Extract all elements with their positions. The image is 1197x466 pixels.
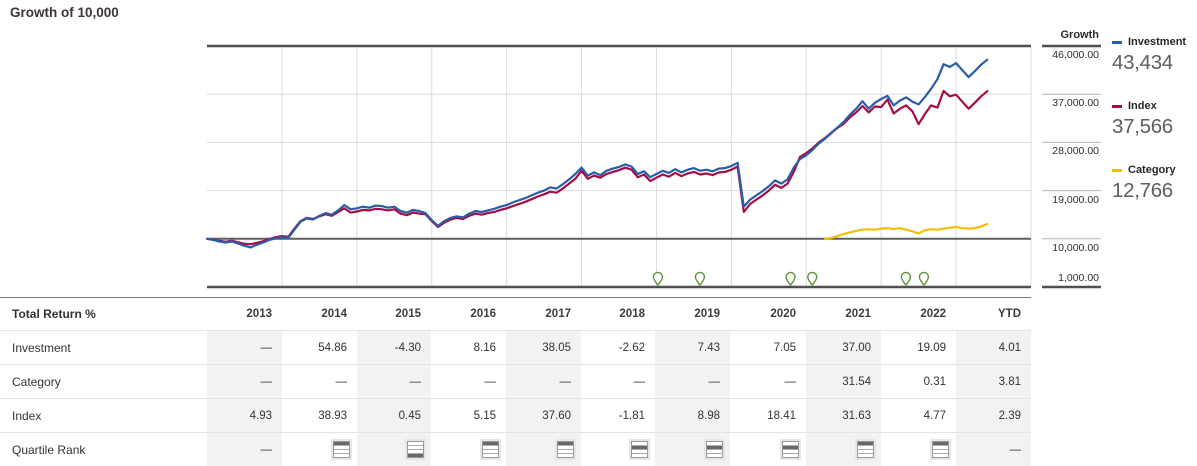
legend-entry-value: 12,766 (1112, 179, 1173, 202)
quartile-rank-icon (581, 432, 655, 466)
legend-entry-index[interactable]: Index 37,566 (1112, 100, 1197, 139)
row-label: Investment (0, 330, 207, 365)
year-column-header: 2015 (357, 297, 431, 331)
table-cell: 8.98 (655, 398, 730, 433)
category-line[interactable] (823, 222, 989, 240)
table-cell: — (207, 432, 282, 466)
table-title: Total Return % (0, 297, 207, 331)
total-return-table: Total Return % 2013 2014 2015 2016 2017 2018 20… (0, 297, 1031, 466)
table-cell: 18.41 (730, 398, 806, 433)
year-column-header: YTD (956, 297, 1031, 331)
table-cell: — (581, 364, 655, 399)
table-cell: 31.54 (806, 364, 881, 399)
table-cell: 37.00 (806, 330, 881, 365)
quartile-rank-icon (881, 432, 956, 466)
table-cell: -2.62 (581, 330, 655, 365)
year-column-header: 2021 (806, 297, 881, 331)
year-column-header: 2020 (730, 297, 806, 331)
table-row: Category — — — — — — — —31.54 0.31 3.81 (0, 364, 1031, 399)
table-cell: 38.05 (506, 330, 581, 365)
table-row: Index 4.93 38.93 0.45 5.15 37.60 -1.81 8.98 18.4… (0, 398, 1031, 433)
year-column-header: 2022 (881, 297, 956, 331)
table-cell: — (730, 364, 806, 399)
table-cell: 54.86 (282, 330, 357, 365)
table-cell: 19.09 (881, 330, 956, 365)
row-label: Index (0, 398, 207, 433)
table-cell: 0.31 (881, 364, 956, 399)
table-row: Quartile Rank — — (0, 432, 1031, 466)
quartile-rank-icon (357, 432, 431, 466)
legend-entry-value: 37,566 (1112, 115, 1173, 138)
row-label: Category (0, 364, 207, 399)
table-cell: — (207, 330, 282, 365)
y-axis-title: Growth (1060, 29, 1100, 41)
table-cell: 4.93 (207, 398, 282, 433)
row-label: Quartile Rank (0, 432, 207, 466)
table-cell: — (282, 364, 357, 399)
year-column-header: 2018 (581, 297, 655, 331)
table-cell: 0.45 (357, 398, 431, 433)
table-cell: 5.15 (431, 398, 506, 433)
table-cell: — (207, 364, 282, 399)
table-cell: — (357, 364, 431, 399)
quartile-rank-icon (506, 432, 581, 466)
legend-entry-value: 43,434 (1112, 51, 1173, 74)
legend-dash-icon (1112, 104, 1122, 108)
table-cell: — (506, 364, 581, 399)
table-cell: 3.81 (956, 364, 1031, 399)
table-cell: 4.01 (956, 330, 1031, 365)
year-column-header: 2016 (431, 297, 506, 331)
event-pin-icon[interactable] (694, 271, 706, 287)
table-cell: — (431, 364, 506, 399)
quartile-rank-icon (806, 432, 881, 466)
quartile-rank-icon (431, 432, 506, 466)
table-cell: 38.93 (282, 398, 357, 433)
investment-line[interactable] (205, 58, 989, 249)
page-title: Growth of 10,000 (10, 5, 119, 20)
legend-entry-investment[interactable]: Investment 43,434 (1112, 36, 1197, 75)
legend-entry-label: Index (1128, 100, 1157, 112)
year-column-header: 2013 (207, 297, 282, 331)
table-cell: 7.05 (730, 330, 806, 365)
y-axis: Growth 46,000.00 37,000.00 28,000.00 19,000… (1040, 0, 1100, 300)
table-cell: 4.77 (881, 398, 956, 433)
year-column-header: 2019 (655, 297, 730, 331)
table-cell: -1.81 (581, 398, 655, 433)
y-axis-label: 28,000.00 (1052, 145, 1099, 158)
table-cell: -4.30 (357, 330, 431, 365)
event-pin-icon[interactable] (918, 271, 930, 287)
table-cell: — (655, 364, 730, 399)
event-pin-icon[interactable] (807, 271, 818, 287)
year-column-header: 2014 (282, 297, 357, 331)
event-pin-icon[interactable] (785, 271, 796, 287)
y-axis-label: 19,000.00 (1052, 193, 1099, 206)
legend-dash-icon (1112, 40, 1122, 44)
quartile-rank-icon (655, 432, 730, 466)
table-cell: — (956, 432, 1031, 466)
y-axis-label: 46,000.00 (1052, 49, 1099, 61)
y-axis-label: 10,000.00 (1052, 241, 1099, 254)
legend-dash-icon (1112, 168, 1122, 172)
y-axis-label: 1,000.00 (1058, 272, 1099, 284)
legend-entry-label: Category (1128, 164, 1176, 176)
table-cell: 7.43 (655, 330, 730, 365)
y-axis-label: 37,000.00 (1052, 97, 1099, 110)
growth-chart[interactable] (0, 0, 1197, 300)
table-cell: 31.63 (806, 398, 881, 433)
table-cell: 8.16 (431, 330, 506, 365)
table-cell: 2.39 (956, 398, 1031, 433)
event-pin-icon[interactable] (900, 271, 912, 287)
quartile-rank-icon (730, 432, 806, 466)
year-column-header: 2017 (506, 297, 581, 331)
chart-legend: Investment 43,434 Index 37,566 Category 12,76… (1112, 36, 1197, 228)
table-row: Investment —54.86 -4.30 8.16 38.05 -2.62 7.43 7… (0, 330, 1031, 365)
event-pin-icon[interactable] (652, 271, 664, 287)
legend-entry-category[interactable]: Category 12,766 (1112, 164, 1197, 203)
legend-entry-label: Investment (1128, 36, 1187, 48)
quartile-rank-icon (282, 432, 357, 466)
table-cell: 37.60 (506, 398, 581, 433)
index-line[interactable] (205, 89, 989, 246)
